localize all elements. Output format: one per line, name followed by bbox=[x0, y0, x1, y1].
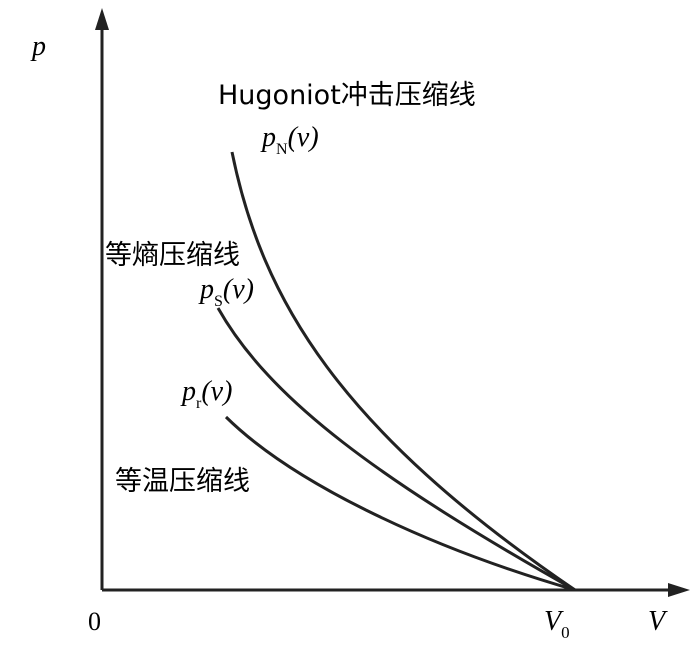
argument: (v) bbox=[288, 122, 319, 153]
subscript: S bbox=[214, 293, 223, 310]
isentrope-curve bbox=[216, 307, 576, 592]
symbol: p bbox=[198, 274, 214, 305]
isotherm-name: 等温压缩线 bbox=[115, 466, 250, 497]
y-axis-label: p bbox=[30, 31, 46, 62]
v0-label: V0 bbox=[544, 606, 570, 642]
hugoniot-symbol: pN(v) bbox=[260, 122, 319, 158]
isotherm-curve bbox=[224, 415, 576, 592]
isentrope-symbol: pS(v) bbox=[198, 274, 254, 310]
hugoniot-name: Hugoniot冲击压缩线 bbox=[218, 80, 476, 111]
argument: (v) bbox=[223, 274, 254, 305]
isentrope-name: 等熵压缩线 bbox=[105, 240, 240, 271]
x-axis-label: V bbox=[648, 606, 668, 637]
symbol: p bbox=[180, 376, 196, 407]
x-axis-arrow bbox=[668, 583, 690, 597]
isotherm-symbol: pr(v) bbox=[180, 376, 232, 412]
y-axis-arrow bbox=[95, 8, 109, 30]
argument: (v) bbox=[201, 376, 232, 407]
subscript: N bbox=[276, 141, 288, 158]
v0-subscript: 0 bbox=[561, 623, 570, 642]
origin-label: 0 bbox=[88, 607, 101, 636]
hugoniot-curve bbox=[230, 151, 576, 592]
subscript: r bbox=[196, 395, 202, 412]
v0-symbol: V bbox=[544, 606, 564, 637]
symbol: p bbox=[260, 122, 276, 153]
